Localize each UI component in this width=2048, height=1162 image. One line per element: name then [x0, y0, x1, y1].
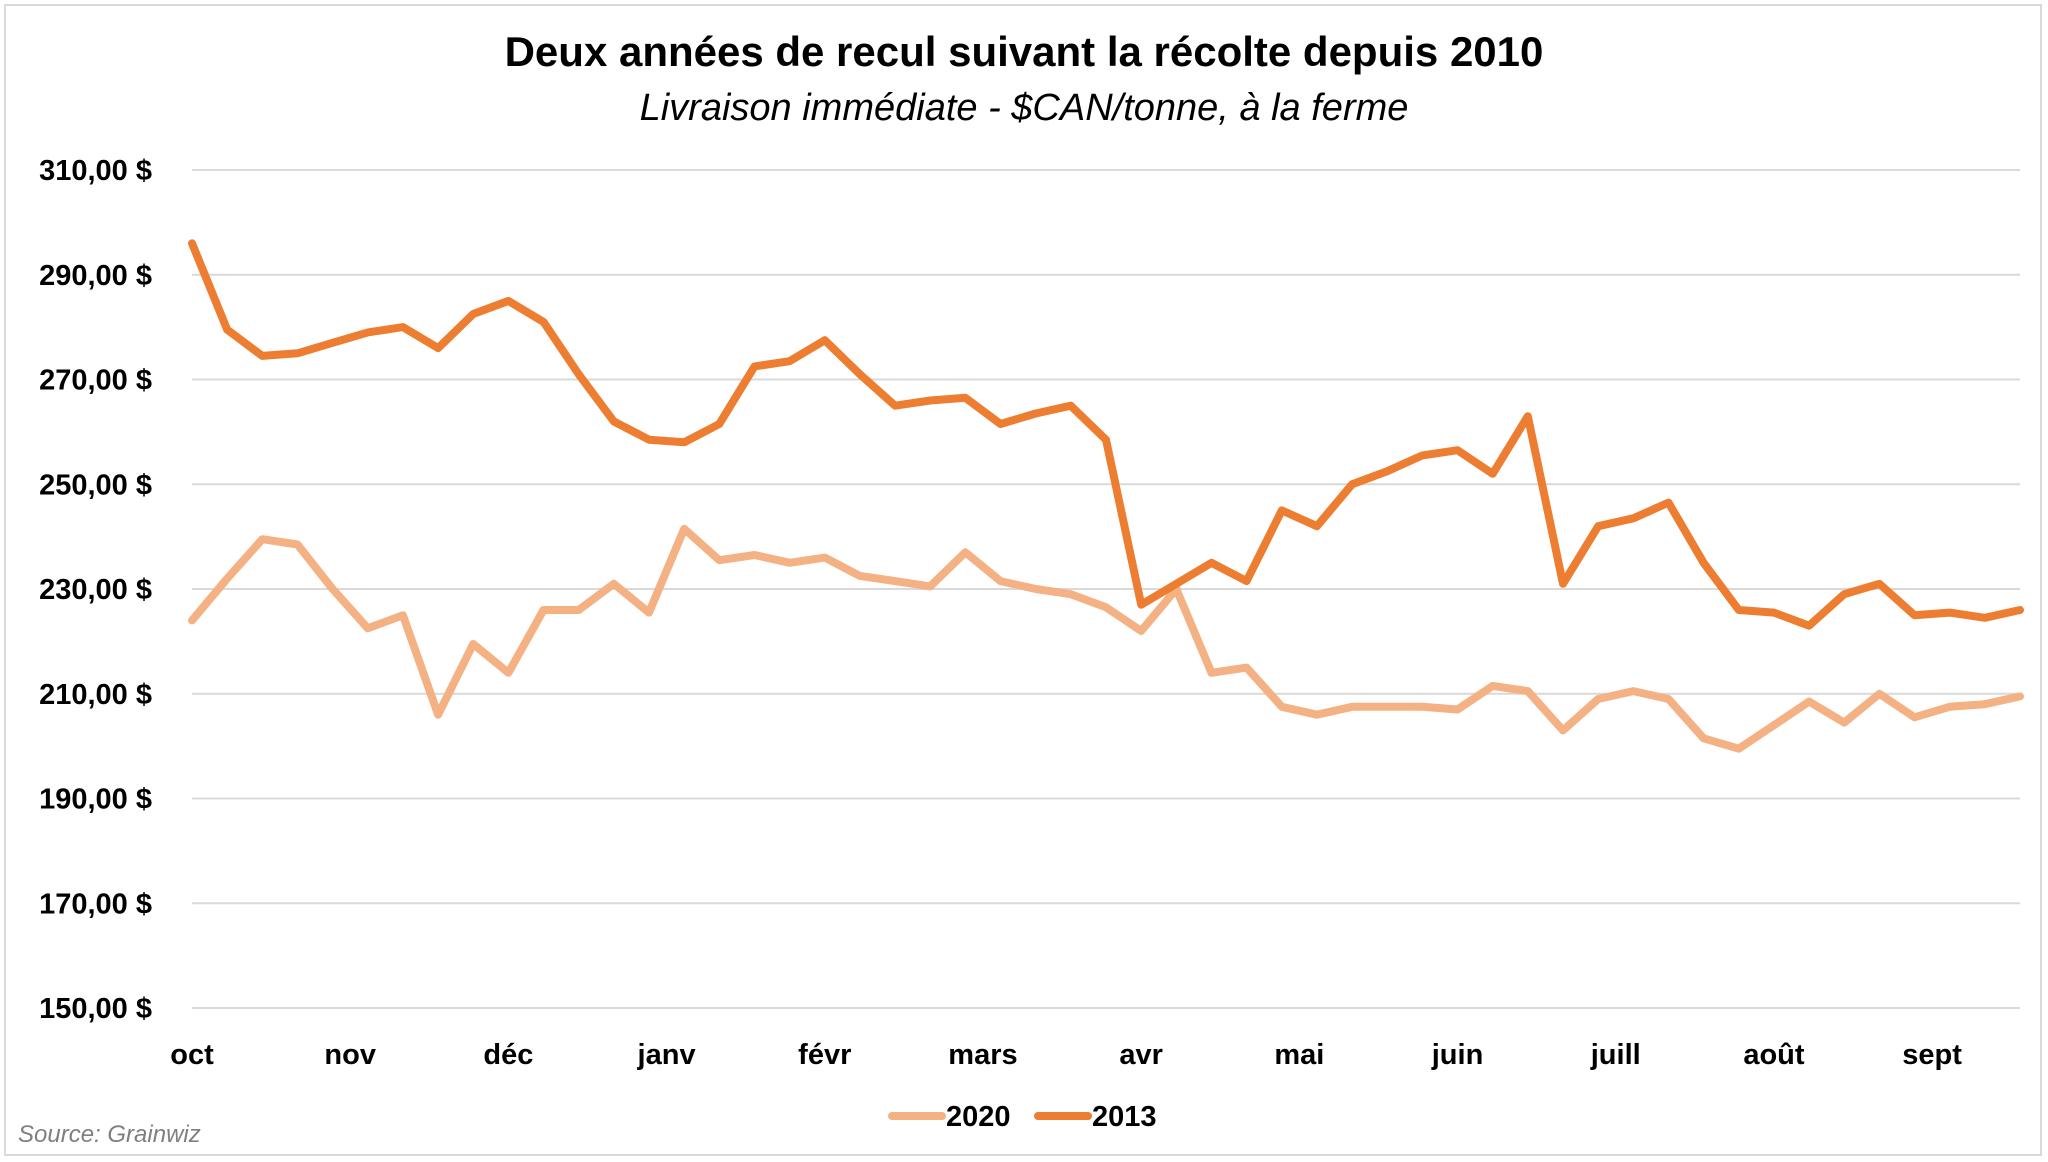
source-note: Source: Grainwiz	[18, 1121, 201, 1148]
x-tick-label: sept	[1902, 1039, 1962, 1071]
chart-frame	[4, 4, 2042, 1156]
x-tick-label: nov	[324, 1039, 376, 1071]
x-tick-label: juill	[1590, 1039, 1641, 1071]
x-tick-label: mars	[948, 1039, 1017, 1071]
gridlines	[192, 169, 2020, 1009]
y-tick-label: 210,00 $	[39, 679, 152, 711]
legend-label-2020: 2020	[946, 1101, 1011, 1133]
chart-title: Deux années de recul suivant la récolte …	[505, 28, 1544, 75]
x-tick-label: mai	[1274, 1039, 1324, 1071]
series-lines	[188, 239, 2024, 753]
series-line-2013	[188, 239, 2024, 630]
y-tick-label: 310,00 $	[39, 155, 152, 187]
x-tick-label: oct	[170, 1039, 214, 1071]
x-tick-label: déc	[483, 1039, 533, 1071]
legend: 2020 2013	[888, 1101, 1157, 1133]
y-tick-label: 270,00 $	[39, 365, 152, 397]
series-line-2020	[188, 524, 2024, 753]
x-tick-label: avr	[1119, 1039, 1163, 1071]
x-tick-label: juin	[1431, 1039, 1484, 1071]
x-tick-label: janv	[637, 1039, 696, 1071]
x-tick-label: févr	[798, 1039, 851, 1071]
y-tick-label: 230,00 $	[39, 574, 152, 606]
x-axis-tick-labels: oct nov déc janv févr mars avr mai juin juill août…	[170, 1039, 1962, 1071]
y-tick-label: 150,00 $	[39, 993, 152, 1025]
y-tick-label: 290,00 $	[39, 260, 152, 292]
y-tick-label: 190,00 $	[39, 784, 152, 816]
x-tick-label: août	[1743, 1039, 1805, 1071]
y-tick-label: 250,00 $	[39, 469, 152, 501]
legend-label-2013: 2013	[1092, 1101, 1157, 1133]
y-axis-tick-labels: 150,00 $ 170,00 $ 190,00 $ 210,00 $ 230,00 $…	[39, 155, 152, 1025]
y-tick-label: 170,00 $	[39, 888, 152, 920]
chart-subtitle: Livraison immédiate - $CAN/tonne, à la f…	[640, 87, 1409, 129]
